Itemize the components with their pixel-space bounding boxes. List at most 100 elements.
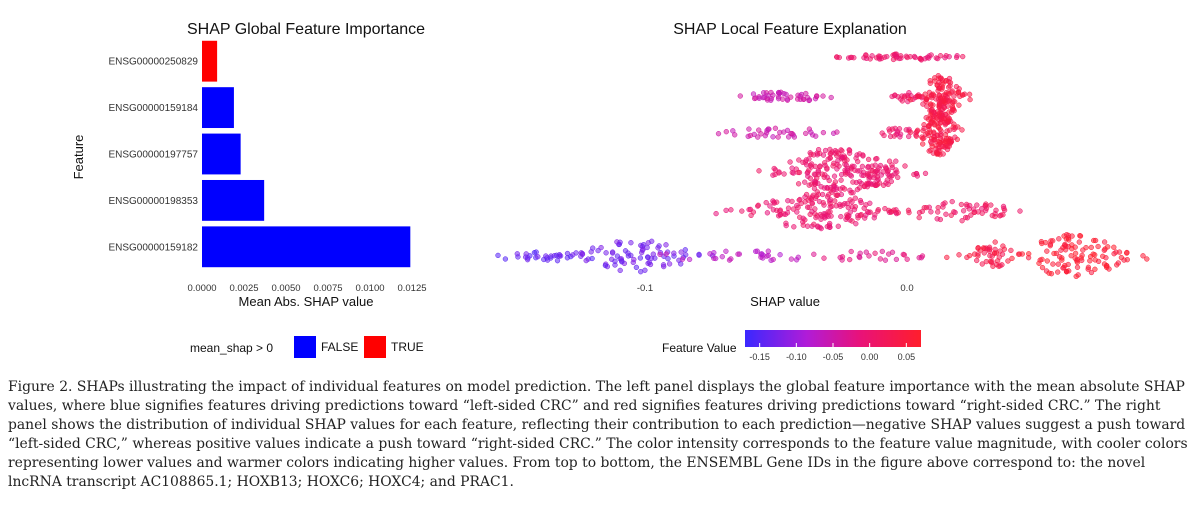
shap-point — [660, 262, 667, 268]
colorbar-gradient — [745, 330, 921, 347]
shap-point — [638, 269, 644, 275]
shap-point — [956, 252, 962, 258]
shap-point — [902, 163, 908, 169]
shap-point — [872, 250, 878, 256]
shap-point — [806, 97, 813, 103]
shap-point — [933, 115, 940, 121]
shap-point — [971, 206, 977, 212]
shap-point — [1066, 268, 1072, 274]
shap-point — [960, 208, 967, 214]
shap-point — [936, 111, 942, 117]
right-x-axis-label: SHAP value — [750, 294, 820, 309]
shap-point — [656, 243, 662, 249]
shap-point — [888, 178, 894, 185]
shap-point — [739, 208, 745, 214]
shap-point — [951, 93, 957, 99]
shap-point — [640, 242, 647, 248]
shap-point — [945, 117, 952, 123]
shap-point — [696, 251, 702, 258]
colorbar-tick-label: -0.05 — [823, 352, 844, 362]
shap-point — [777, 212, 783, 218]
shap-point — [848, 173, 855, 179]
shap-point — [781, 129, 787, 135]
shap-point — [849, 199, 855, 205]
shap-point — [951, 126, 957, 133]
shap-point — [782, 211, 789, 218]
shap-point — [1111, 251, 1117, 257]
shap-point — [795, 181, 802, 187]
shap-point — [783, 222, 789, 229]
shap-point — [936, 92, 942, 98]
shap-point — [815, 191, 822, 198]
right-chart-title: SHAP Local Feature Explanation — [673, 21, 907, 38]
shap-point — [920, 135, 926, 142]
shap-point — [746, 206, 752, 213]
shap-point — [874, 155, 880, 162]
right-x-ticks: -0.1 0.0 — [637, 283, 914, 294]
shap-point — [770, 92, 776, 98]
shap-point — [927, 78, 933, 84]
shap-point — [1064, 232, 1070, 238]
shap-point — [828, 94, 834, 101]
shap-point — [543, 253, 549, 259]
shap-point — [646, 259, 652, 266]
left-chart-title: SHAP Global Feature Importance — [187, 21, 425, 38]
importance-bars — [202, 40, 411, 268]
shap-point — [824, 166, 830, 172]
shap-point — [898, 96, 904, 102]
x-tick-label: 0.0075 — [313, 283, 342, 294]
shap-point — [1017, 208, 1023, 214]
shap-point — [1091, 237, 1097, 244]
shap-point — [974, 202, 980, 208]
legend-false-label: FALSE — [321, 340, 358, 354]
shap-point — [946, 75, 953, 82]
shap-point — [862, 215, 868, 221]
colorbar-tick-label: -0.10 — [786, 352, 807, 362]
shap-point — [1076, 239, 1082, 245]
shap-point — [723, 129, 729, 135]
shap-point — [1088, 244, 1094, 251]
shap-point — [893, 158, 899, 164]
shap-point — [847, 187, 853, 193]
shap-point — [921, 125, 927, 132]
shap-point — [564, 250, 571, 257]
shap-point — [929, 95, 935, 101]
shap-point — [631, 256, 637, 263]
colorbar-tick-label: 0.00 — [861, 352, 879, 362]
shap-point — [880, 182, 887, 188]
left-y-axis-label: Feature — [71, 135, 86, 180]
shap-point — [865, 163, 871, 170]
shap-point — [869, 168, 876, 174]
shap-point — [1124, 250, 1130, 256]
shap-point — [901, 252, 908, 258]
shap-point — [783, 91, 789, 98]
shap-point — [1009, 255, 1015, 262]
shap-point — [808, 151, 814, 158]
shap-point — [795, 204, 801, 211]
shap-point — [925, 123, 932, 130]
shap-point — [854, 186, 861, 193]
shap-point — [787, 159, 793, 165]
shap-point — [1059, 257, 1065, 263]
shap-point — [936, 139, 943, 146]
shap-point — [821, 255, 827, 261]
shap-point — [1101, 239, 1108, 245]
shap-point — [1044, 258, 1050, 264]
shap-point — [578, 250, 584, 256]
shap-point — [827, 208, 833, 215]
shap-point — [889, 126, 896, 132]
shap-point — [891, 133, 897, 139]
shap-point — [628, 240, 634, 246]
shap-point — [678, 261, 684, 267]
shap-point — [622, 248, 629, 254]
shap-point — [945, 138, 952, 144]
shap-point — [793, 257, 800, 263]
shap-point — [826, 177, 832, 184]
shap-point — [838, 177, 844, 183]
shap-point — [856, 253, 862, 260]
shap-point — [904, 256, 910, 262]
shap-point — [1092, 257, 1098, 263]
shap-point — [711, 255, 717, 261]
shap-point — [854, 152, 860, 158]
shap-point — [923, 204, 930, 211]
